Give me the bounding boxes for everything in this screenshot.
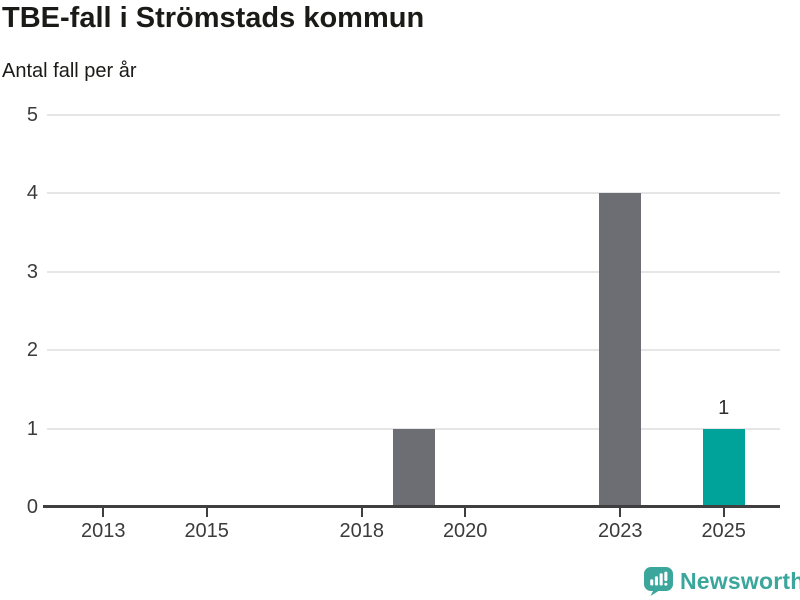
y-axis-tick-label: 4 — [26, 182, 38, 205]
bar-value-label: 1 — [718, 396, 730, 419]
x-axis-tick — [619, 508, 622, 517]
y-axis-tick-label: 3 — [26, 260, 38, 283]
chart-subtitle: Antal fall per år — [2, 60, 137, 82]
y-axis-tick-label: 1 — [26, 417, 38, 440]
x-axis-tick-label: 2018 — [339, 520, 385, 542]
gridline — [47, 114, 780, 116]
gridline — [47, 192, 780, 195]
x-axis-tick-label: 2015 — [184, 520, 229, 542]
y-axis-tick-label: 2 — [26, 339, 38, 362]
gridline — [47, 349, 780, 352]
x-axis-tick — [722, 508, 725, 517]
y-axis-tick-label: 0 — [26, 496, 38, 518]
x-axis-tick — [205, 508, 208, 517]
x-axis-tick — [464, 508, 467, 517]
newsworthy-logo[interactable]: Newsworthy — [644, 567, 800, 596]
x-axis-tick-label: 2013 — [81, 520, 126, 542]
bar — [392, 428, 435, 507]
x-axis-tick-label: 2020 — [442, 520, 488, 542]
x-axis-tick-label: 2023 — [598, 520, 643, 542]
newsworthy-logo-icon — [644, 567, 673, 596]
gridline — [47, 270, 780, 273]
newsworthy-logo-text: Newsworthy — [680, 568, 800, 594]
bar — [702, 428, 745, 507]
y-axis-tick-label: 5 — [26, 104, 38, 126]
x-axis-tick — [360, 508, 363, 517]
x-axis-line — [43, 505, 780, 508]
bar — [599, 193, 642, 507]
chart-title: TBE-fall i Strömstads kommun — [2, 2, 425, 34]
x-axis-tick-label: 2025 — [701, 520, 746, 542]
x-axis-tick — [102, 508, 105, 517]
